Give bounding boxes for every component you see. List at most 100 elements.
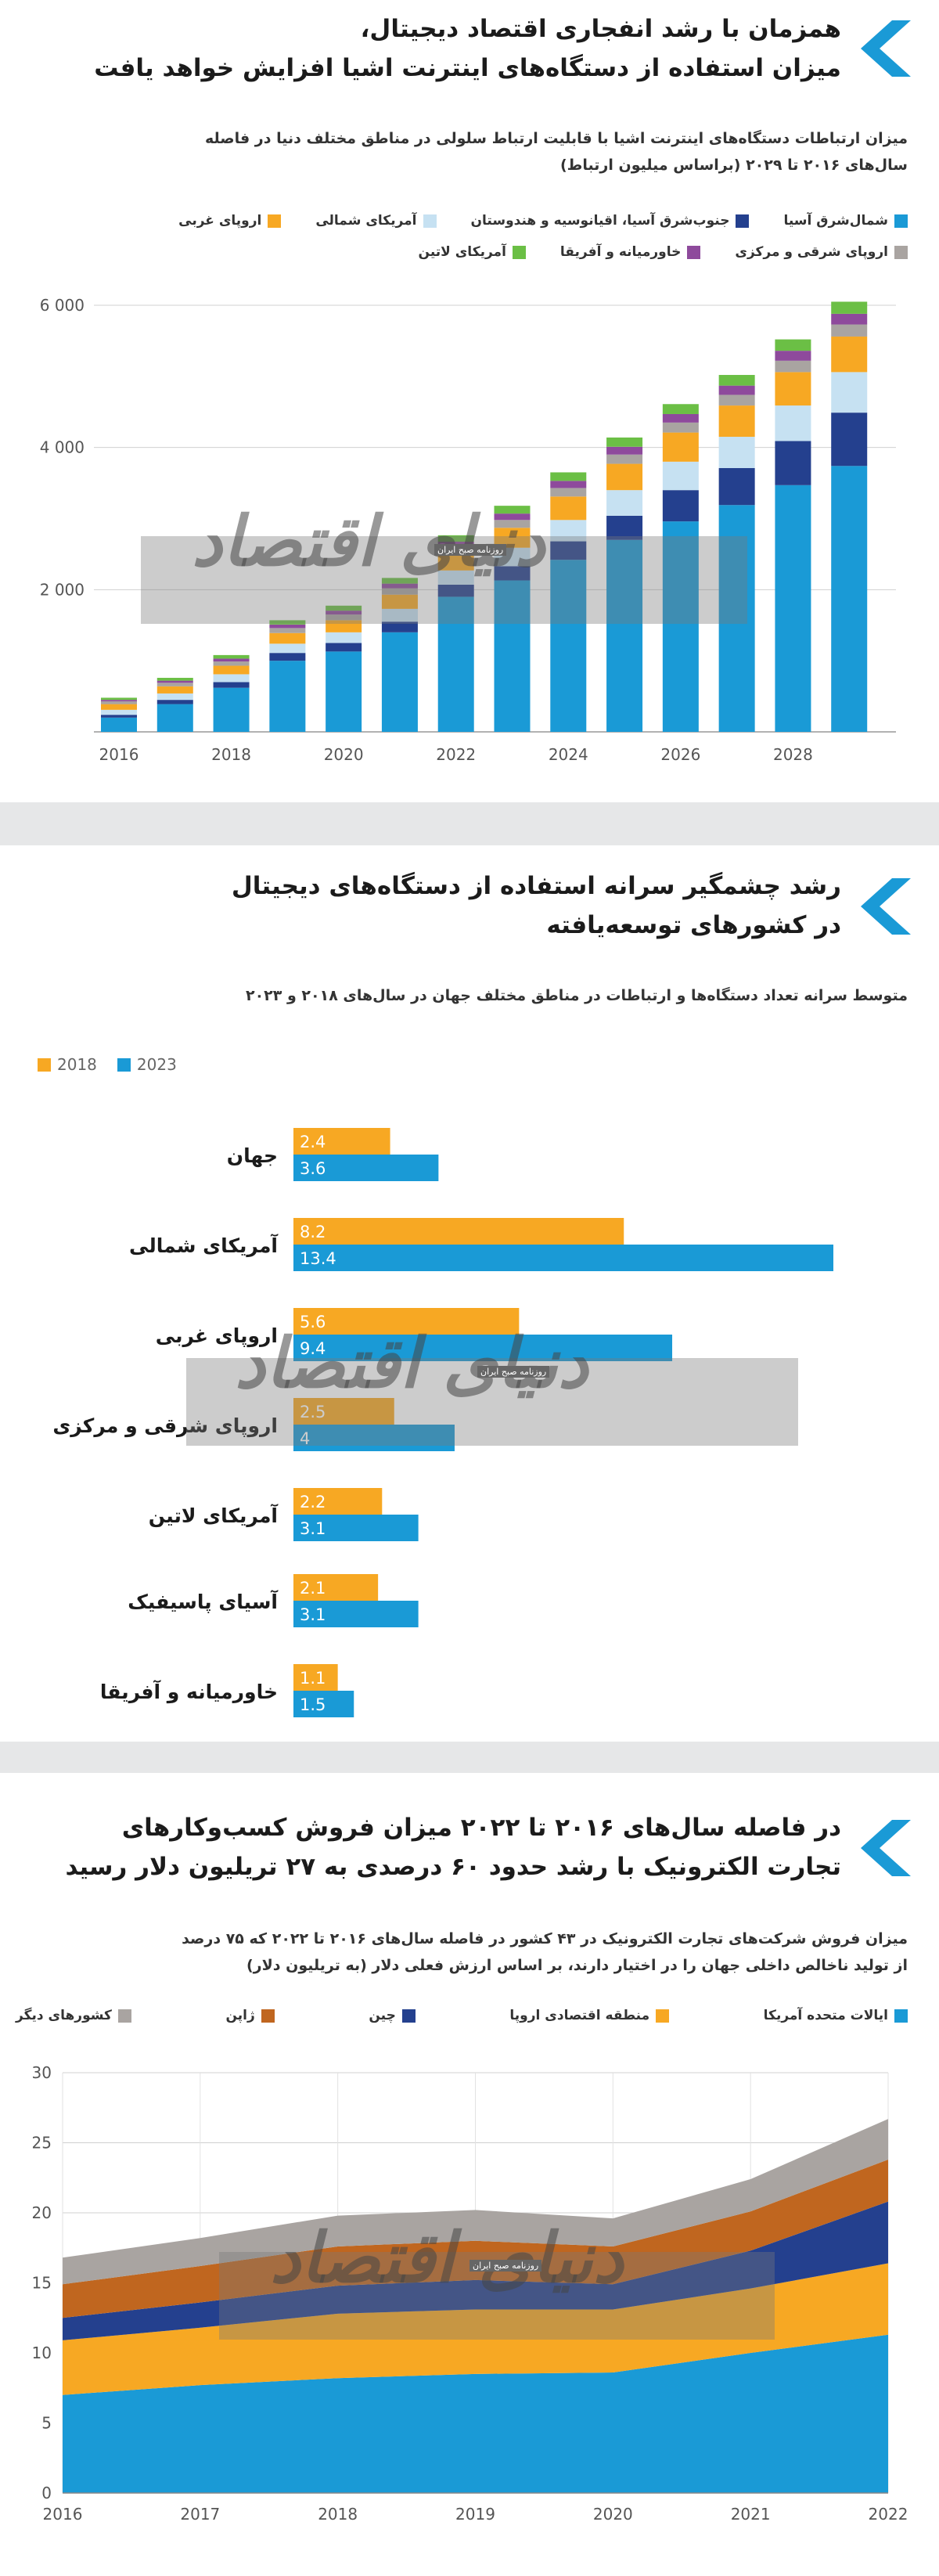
y-tick-label: 6 000 <box>40 296 85 315</box>
bar-segment <box>606 437 643 447</box>
panel-ecommerce-sales: در فاصله سال‌های ۲۰۱۶ تا ۲۰۲۲ میزان فروش… <box>0 1773 939 2576</box>
bar-segment <box>326 611 362 615</box>
legend-item: شمال‌شرق آسیا <box>783 213 908 229</box>
bar-segment <box>437 553 474 571</box>
bar-segment <box>269 653 306 661</box>
y-tick-label: 30 <box>32 2063 52 2082</box>
bar-segment <box>156 680 193 683</box>
legend-item: ژاپن <box>225 2008 275 2023</box>
bar-segment <box>101 701 137 704</box>
legend-item: اروپای شرقی و مرکزی <box>735 244 908 260</box>
legend-label: آمریکای شمالی <box>315 213 417 229</box>
bar-segment <box>269 624 306 629</box>
panel3-subtitle-line1: میزان فروش شرکت‌های تجارت الکترونیک در ۴… <box>182 1930 908 1947</box>
bar-segment <box>718 468 755 506</box>
bar-segment <box>494 520 531 528</box>
data-label: 3.1 <box>300 1519 326 1538</box>
area-series <box>63 2159 888 2318</box>
panel3-subtitle: میزان فروش شرکت‌های تجارت الکترونیک در ۴… <box>182 1926 908 1979</box>
x-tick-label: 2024 <box>549 745 588 764</box>
panel-iot-connections: همزمان با رشد انفجاری اقتصاد دیجیتال، می… <box>0 0 939 802</box>
x-tick-label: 2021 <box>731 2505 771 2524</box>
bar-segment <box>831 313 868 325</box>
chevron-left-icon <box>861 20 911 77</box>
y-tick-label: 0 <box>41 2484 52 2502</box>
bar-segment <box>437 584 474 597</box>
legend-item: آمریکای شمالی <box>315 213 437 229</box>
category-label: اروپای غربی <box>156 1324 278 1348</box>
category-label: آسیای پاسیفیک <box>128 1590 279 1613</box>
legend-label: ایالات متحده آمریکا <box>763 2008 888 2023</box>
bar-segment <box>326 605 362 611</box>
x-tick-label: 2022 <box>436 745 476 764</box>
bar-segment <box>269 643 306 654</box>
legend-label: آمریکای لاتین <box>418 244 506 260</box>
bar <box>293 1425 455 1451</box>
panel2-title: رشد چشمگیر سرانه استفاده از دستگاه‌های د… <box>232 866 841 945</box>
bar <box>293 1245 833 1271</box>
legend-label: شمال‌شرق آسیا <box>783 213 888 229</box>
x-tick-label: 2026 <box>660 745 700 764</box>
watermark-small: روزنامه صبح ایران <box>470 2260 542 2272</box>
y-tick-label: 2 000 <box>40 580 85 599</box>
bar-segment <box>101 697 137 701</box>
legend-item: چین <box>369 2008 416 2023</box>
y-tick-label: 15 <box>32 2274 52 2293</box>
bar-segment <box>437 596 474 732</box>
bar-segment <box>156 700 193 704</box>
bar-segment <box>662 422 699 433</box>
bar-segment <box>156 683 193 686</box>
bar-segment <box>326 614 362 621</box>
bar-segment <box>101 709 137 715</box>
bar-segment <box>550 496 587 521</box>
data-label: 8.2 <box>300 1223 326 1241</box>
legend-swatch <box>512 245 526 259</box>
legend-swatch <box>423 214 437 228</box>
panel1-subtitle-line1: میزان ارتباطات دستگاه‌های اینترنت اشیا ب… <box>204 130 908 147</box>
area-series <box>63 2263 888 2395</box>
bar-segment <box>662 413 699 423</box>
x-tick-label: 2020 <box>593 2505 633 2524</box>
legend-label: ژاپن <box>225 2008 255 2023</box>
bar-segment <box>101 704 137 710</box>
y-tick-label: 20 <box>32 2203 52 2222</box>
data-label: 5.6 <box>300 1313 326 1331</box>
panel-devices-per-capita: رشد چشمگیر سرانه استفاده از دستگاه‌های د… <box>0 845 939 1742</box>
x-tick-label: 2017 <box>180 2505 220 2524</box>
bar-segment <box>269 661 306 732</box>
chart-ecommerce-stacked-area: 0 5 10 15 20 25 30 2016 2017 2018 2019 2020 2021 2022 <box>32 2063 908 2524</box>
bar-segment <box>550 472 587 481</box>
data-label: 1.1 <box>300 1669 326 1688</box>
legend-label: خاورمیانه و آفریقا <box>559 244 682 260</box>
legend-swatch <box>261 2009 275 2023</box>
panel3-title-line2: تجارت الکترونیک با رشد حدود ۶۰ درصدی به … <box>65 1853 841 1881</box>
legend-label: اروپای غربی <box>178 213 262 229</box>
bar-segment <box>606 490 643 516</box>
panel2-title-line2: در کشورهای توسعه‌یافته <box>546 911 841 939</box>
bar-segment <box>718 505 755 732</box>
data-label: 1.5 <box>300 1695 326 1714</box>
bar-segment <box>775 441 811 485</box>
legend-item: آمریکای لاتین <box>419 244 526 260</box>
legend-swatch <box>687 245 701 259</box>
bar-segment <box>606 463 643 491</box>
legend-label: کشورهای دیگر <box>16 2008 112 2023</box>
bar <box>293 1128 390 1155</box>
bar-segment <box>156 686 193 694</box>
bar-segment <box>381 621 418 632</box>
legend-label: 2018 <box>57 1055 97 1074</box>
bar-segment <box>213 682 250 688</box>
panel3-title: در فاصله سال‌های ۲۰۱۶ تا ۲۰۲۲ میزان فروش… <box>65 1808 841 1886</box>
legend-label: جنوب‌شرق آسیا، اقیانوسیه و هندوستان <box>470 213 730 229</box>
bar-segment <box>662 521 699 732</box>
legend-label: منطقه اقتصادی اروپا <box>509 2008 650 2023</box>
x-tick-label: 2020 <box>324 745 364 764</box>
category-label: خاورمیانه و آفریقا <box>100 1680 278 1704</box>
legend-label: 2023 <box>136 1055 177 1074</box>
bar-segment <box>831 466 868 732</box>
bar-segment <box>101 717 137 732</box>
data-label: 9.4 <box>300 1339 326 1358</box>
x-tick-label: 2018 <box>318 2505 358 2524</box>
bar-segment <box>718 405 755 438</box>
y-tick-label: 10 <box>32 2344 52 2362</box>
